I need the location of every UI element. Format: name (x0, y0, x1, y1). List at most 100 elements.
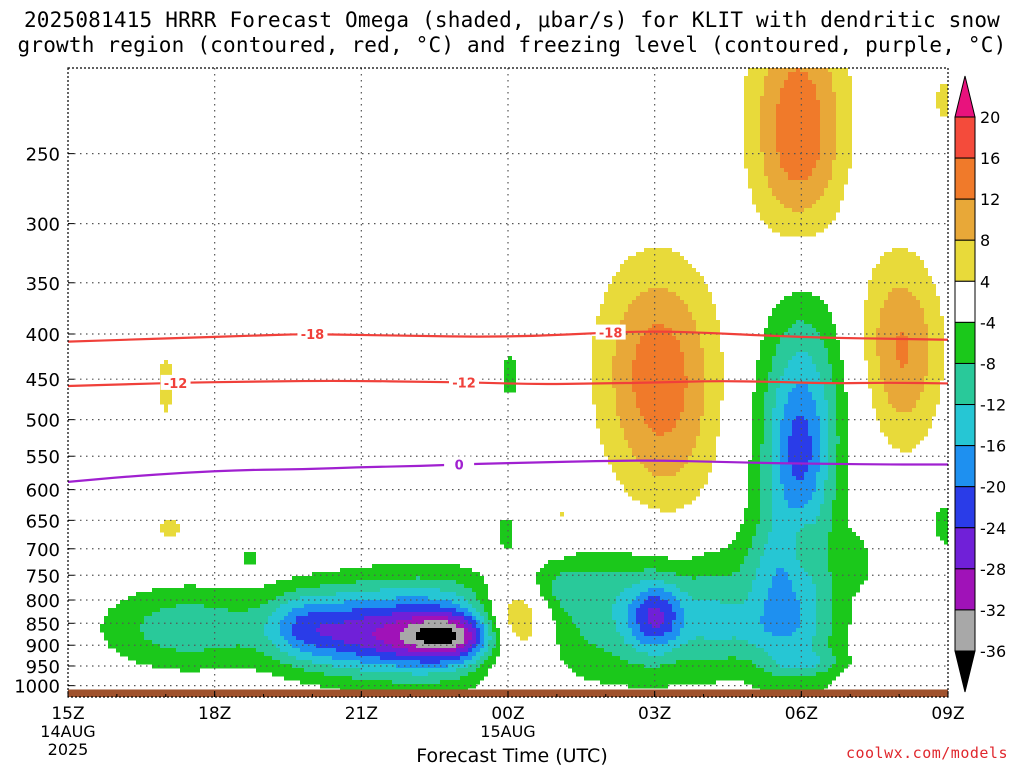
omega-cell (552, 616, 572, 621)
omega-cell (836, 496, 848, 501)
omega-cell (428, 596, 464, 601)
omega-cell (764, 88, 780, 93)
omega-cell (800, 612, 816, 617)
omega-cell (816, 88, 832, 93)
omega-cell (684, 356, 704, 361)
omega-cell (632, 584, 676, 589)
omega-cell (604, 300, 632, 305)
credit-link[interactable]: coolwx.com/models (845, 744, 1008, 762)
omega-cell (776, 660, 820, 665)
colorbar-bin (954, 527, 976, 570)
omega-cell (776, 132, 820, 137)
omega-cell (888, 400, 916, 405)
omega-cell (744, 136, 760, 141)
omega-cell (412, 616, 448, 621)
omega-cell (548, 604, 560, 609)
omega-cell (568, 664, 644, 669)
omega-cell (936, 524, 948, 529)
y-tick-label: 600 (26, 481, 60, 502)
omega-cell (832, 616, 852, 621)
omega-cell (764, 404, 776, 409)
omega-cell (384, 640, 404, 645)
x-tick-sublabel: 15AUG (480, 722, 535, 741)
omega-cell (760, 564, 800, 569)
omega-cell (696, 444, 716, 449)
omega-cell (760, 104, 776, 109)
omega-cell (476, 636, 480, 641)
omega-cell (820, 656, 836, 661)
omega-cell (108, 608, 160, 613)
omega-cell (484, 604, 492, 609)
omega-cell (632, 388, 684, 393)
omega-cell (752, 544, 764, 549)
omega-cell (780, 436, 788, 441)
omega-cell (780, 384, 796, 389)
omega-cell (744, 108, 760, 113)
omega-cell (916, 400, 940, 405)
omega-cell (836, 388, 844, 393)
omega-cell (760, 444, 772, 449)
omega-cell (164, 404, 168, 409)
omega-cell (808, 500, 824, 505)
omega-cell (676, 636, 696, 641)
omega-cell (832, 176, 848, 181)
omega-cell (288, 600, 344, 605)
colorbar-label: -8 (980, 354, 996, 373)
omega-cell (552, 580, 640, 585)
omega-cell (616, 404, 636, 409)
omega-cell (936, 100, 948, 105)
omega-cell (816, 672, 840, 677)
omega-cell (828, 544, 864, 549)
omega-cell (936, 516, 948, 521)
omega-cell (704, 360, 724, 365)
omega-cell (204, 604, 260, 609)
omega-cell (780, 232, 816, 237)
omega-cell (316, 644, 360, 649)
omega-cell (640, 624, 652, 629)
omega-cell (836, 120, 852, 125)
omega-cell (832, 88, 852, 93)
omega-cell (756, 368, 772, 373)
omega-cell (632, 368, 684, 373)
omega-cell (740, 564, 760, 569)
omega-cell (832, 528, 852, 533)
omega-cell (868, 372, 880, 377)
omega-cell (684, 624, 764, 629)
contour-label-bg (444, 456, 475, 472)
omega-cell (508, 356, 512, 361)
omega-cell (796, 596, 816, 601)
omega-cell (484, 652, 492, 657)
omega-cell (828, 448, 836, 453)
omega-cell (820, 112, 836, 117)
omega-cell (596, 416, 620, 421)
omega-cell (636, 352, 684, 357)
omega-cell (756, 524, 772, 529)
omega-cell (936, 520, 948, 525)
omega-cell (456, 608, 468, 613)
omega-cell (828, 668, 844, 673)
omega-cell (440, 604, 460, 609)
omega-cell (780, 96, 816, 101)
omega-cell (140, 628, 264, 633)
omega-cell (756, 376, 768, 381)
omega-cell (880, 320, 924, 325)
omega-cell (228, 608, 248, 613)
x-tick-sublabel: 14AUG (40, 722, 95, 741)
omega-cell (504, 384, 516, 389)
omega-cell (272, 612, 288, 617)
omega-cell (880, 316, 924, 321)
omega-cell (560, 648, 604, 653)
y-tick-label: 900 (26, 636, 60, 657)
omega-cell (804, 504, 820, 509)
omega-cell (840, 440, 848, 445)
omega-cell (632, 644, 680, 649)
omega-cell (884, 384, 924, 389)
omega-cell (864, 332, 876, 337)
omega-cell (772, 632, 792, 637)
omega-cell (704, 384, 724, 389)
omega-cell (552, 588, 624, 593)
omega-cell (768, 376, 780, 381)
omega-cell (944, 540, 948, 545)
omega-cell (824, 484, 836, 489)
omega-cell (764, 160, 780, 165)
